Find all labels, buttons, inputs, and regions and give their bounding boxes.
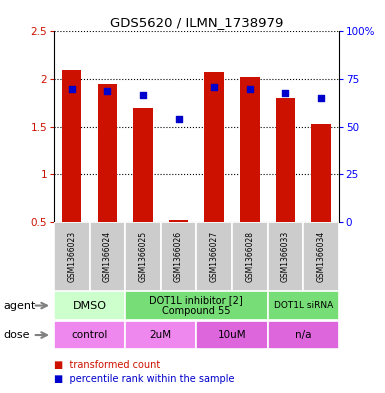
Text: GSM1366026: GSM1366026 xyxy=(174,231,183,282)
Bar xyxy=(161,222,196,291)
Text: DOT1L siRNA: DOT1L siRNA xyxy=(274,301,333,310)
Text: GSM1366034: GSM1366034 xyxy=(316,231,325,282)
Point xyxy=(104,87,110,94)
Text: GSM1366027: GSM1366027 xyxy=(210,231,219,282)
Bar xyxy=(268,222,303,291)
Bar xyxy=(133,108,153,222)
Text: DMSO: DMSO xyxy=(72,301,107,310)
Point xyxy=(176,116,182,122)
Bar xyxy=(311,124,331,222)
Bar xyxy=(196,321,268,349)
Bar xyxy=(303,222,339,291)
Bar xyxy=(169,220,188,222)
Bar xyxy=(196,222,232,291)
Text: GSM1366033: GSM1366033 xyxy=(281,231,290,282)
Text: dose: dose xyxy=(4,330,30,340)
Bar xyxy=(125,222,161,291)
Text: GSM1366023: GSM1366023 xyxy=(67,231,76,282)
Title: GDS5620 / ILMN_1738979: GDS5620 / ILMN_1738979 xyxy=(110,16,283,29)
Bar xyxy=(54,222,90,291)
Point xyxy=(211,84,217,90)
Point xyxy=(318,95,324,101)
Bar xyxy=(276,98,295,222)
Text: GSM1366024: GSM1366024 xyxy=(103,231,112,282)
Bar xyxy=(125,292,268,320)
Text: GSM1366028: GSM1366028 xyxy=(245,231,254,282)
Bar xyxy=(54,321,125,349)
Text: 2uM: 2uM xyxy=(150,330,172,340)
Text: control: control xyxy=(71,330,108,340)
Text: n/a: n/a xyxy=(295,330,311,340)
Text: ■  transformed count: ■ transformed count xyxy=(54,360,160,371)
Bar xyxy=(90,222,125,291)
Text: ■  percentile rank within the sample: ■ percentile rank within the sample xyxy=(54,374,234,384)
Point xyxy=(282,90,288,97)
Text: 10uM: 10uM xyxy=(218,330,246,340)
Bar xyxy=(62,70,82,222)
Bar xyxy=(268,292,339,320)
Bar xyxy=(232,222,268,291)
Point xyxy=(69,85,75,92)
Bar xyxy=(97,84,117,222)
Bar xyxy=(125,321,196,349)
Bar xyxy=(204,72,224,222)
Bar xyxy=(268,321,339,349)
Bar xyxy=(240,77,259,222)
Bar xyxy=(54,292,125,320)
Text: DOT1L inhibitor [2]
Compound 55: DOT1L inhibitor [2] Compound 55 xyxy=(149,295,243,316)
Point xyxy=(247,85,253,92)
Text: GSM1366025: GSM1366025 xyxy=(139,231,147,282)
Point xyxy=(140,92,146,98)
Text: agent: agent xyxy=(4,301,36,310)
